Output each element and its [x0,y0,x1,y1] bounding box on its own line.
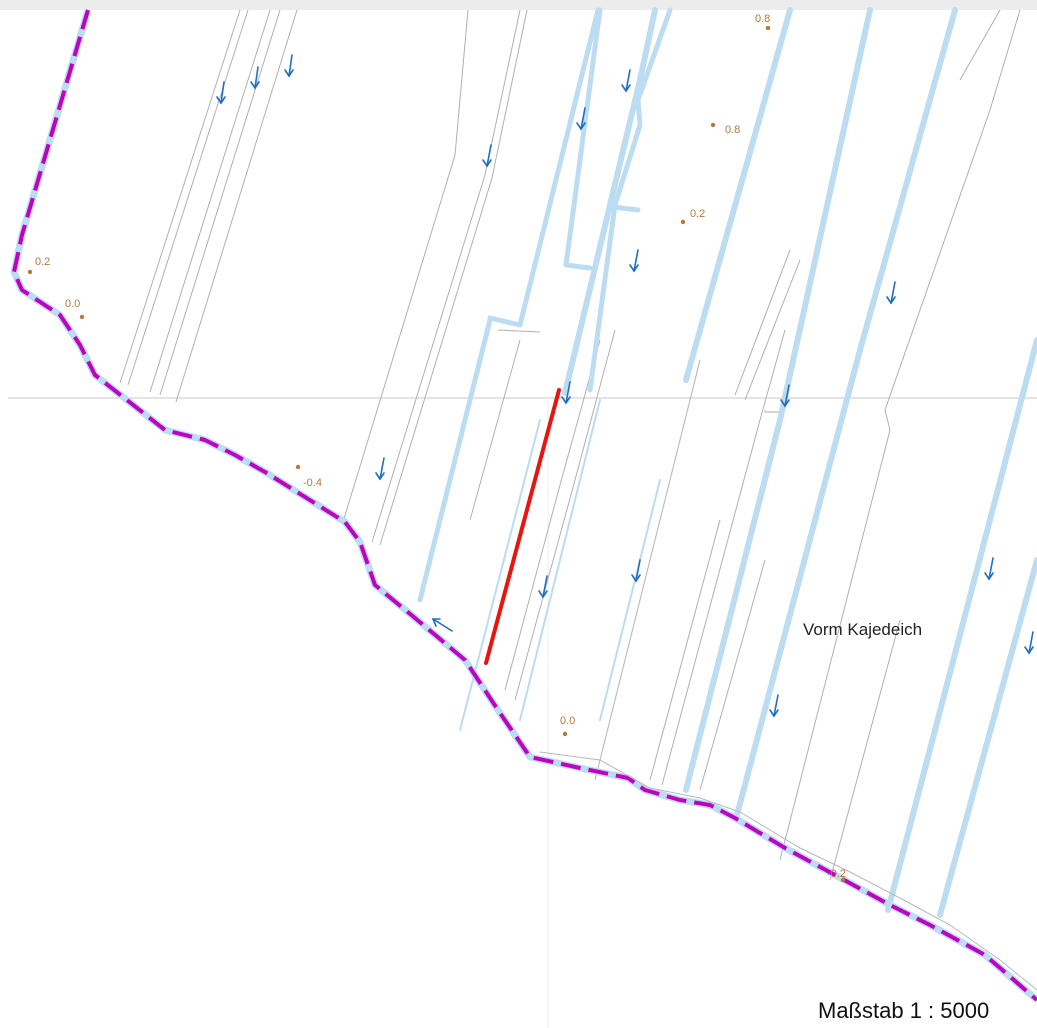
svg-text:0.0: 0.0 [560,715,575,727]
svg-text:0.2: 0.2 [690,208,705,220]
svg-text:0.8: 0.8 [725,124,740,136]
flow-direction-arrow-icon [631,559,641,583]
flow-direction-arrow-icon [431,618,453,632]
flow-direction-arrow-icon [538,575,548,599]
flow-direction-arrow-icon [250,66,260,90]
flow-direction-arrow-icon [621,69,631,93]
flow-direction-arrow-icon [561,381,571,405]
flow-direction-arrow-icon [984,557,994,581]
spot-height: 0.0 [560,715,575,737]
flow-direction-arrow-icon [216,81,226,105]
water-courses [417,7,1037,918]
spot-height: 0.2 [27,256,50,275]
boundary-underlay [10,9,1037,1003]
flow-direction-arrow-icon [780,384,790,408]
scale-label: Maßstab 1 : 5000 [818,998,990,1023]
place-label: Vorm Kajedeich [803,620,923,639]
flow-direction-arrow-icon [769,694,779,718]
highlighted-segment[interactable] [484,388,561,665]
spot-height: -0.4 [295,464,322,489]
svg-text:0.8: 0.8 [755,13,770,25]
svg-text:0.0: 0.0 [65,298,80,310]
parcel-lines [119,9,1021,881]
flow-direction-arrow-icon [629,249,639,273]
flow-direction-arrow-icon [284,54,294,78]
flow-direction-arrow-icon [1024,631,1034,655]
spot-height: -0.2 [827,868,846,883]
spot-heights: 0.8 0.8 0.2 0.2 0.0 -0.4 0.0 -0.2 [27,13,846,883]
boundary-line [12,9,1037,1002]
flow-direction-arrow-icon [886,281,896,305]
flow-arrows [216,54,1034,718]
flow-direction-arrow-icon [375,457,385,481]
flow-direction-arrow-icon [482,144,492,168]
spot-height: 0.2 [680,208,705,225]
spot-height: 0.0 [65,298,85,320]
flow-direction-arrow-icon [576,107,586,131]
spot-height: 0.8 [710,122,740,136]
spot-height: 0.8 [755,13,770,31]
svg-text:0.2: 0.2 [35,256,50,268]
svg-text:-0.2: -0.2 [827,868,846,880]
svg-text:-0.4: -0.4 [303,477,322,489]
top-bar [0,0,1037,10]
parcel-edge-along-boundary [539,751,1037,991]
